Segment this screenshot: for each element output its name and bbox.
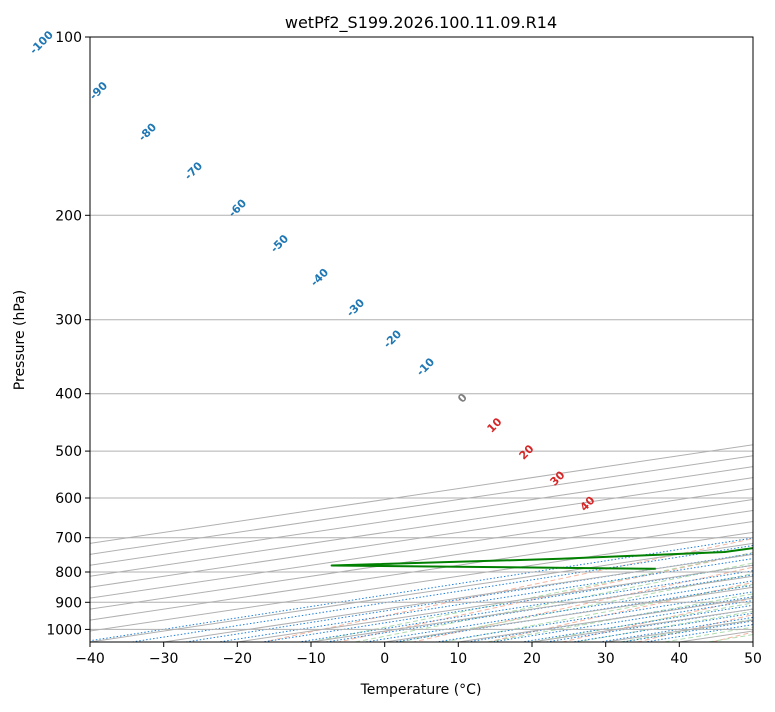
x-tick-label: 40 [670, 651, 688, 667]
y-tick-label: 500 [55, 444, 82, 460]
y-tick-label: 700 [55, 531, 82, 547]
x-tick-label: 20 [523, 651, 541, 667]
x-tick-label: 10 [449, 651, 467, 667]
y-tick-label: 600 [55, 491, 82, 507]
x-tick-label: 50 [744, 651, 762, 667]
y-tick-label: 200 [55, 208, 82, 224]
x-tick-label: −20 [223, 651, 253, 667]
x-tick-label: −10 [296, 651, 326, 667]
y-axis-label: Pressure (hPa) [12, 290, 28, 390]
x-tick-label: 30 [597, 651, 615, 667]
y-tick-label: 800 [55, 565, 82, 581]
y-tick-label: 100 [55, 30, 82, 46]
x-tick-label: −40 [75, 651, 105, 667]
x-tick-label: −30 [149, 651, 179, 667]
x-tick-label: 0 [380, 651, 389, 667]
y-tick-label: 300 [55, 313, 82, 329]
y-tick-label: 1000 [46, 622, 82, 638]
y-tick-label: 900 [55, 595, 82, 611]
chart-title: wetPf2_S199.2026.100.11.09.R14 [285, 13, 557, 33]
x-axis-label: Temperature (°C) [360, 682, 482, 698]
y-tick-label: 400 [55, 387, 82, 403]
